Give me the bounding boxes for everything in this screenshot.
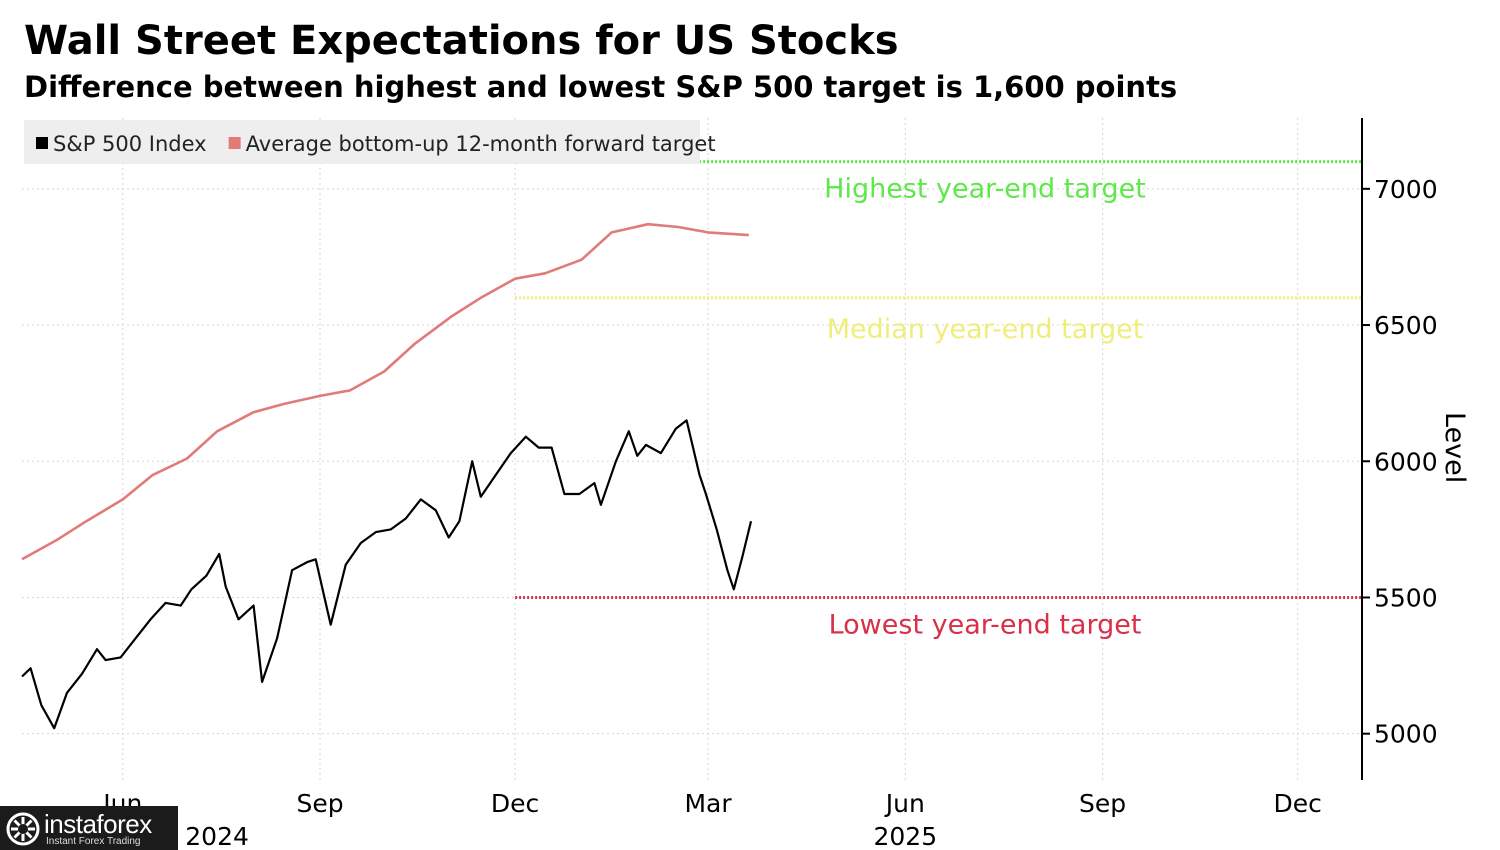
instaforex-logo-icon <box>6 812 40 846</box>
legend-swatch <box>228 137 241 149</box>
legend: S&P 500 Index Average bottom-up 12-month … <box>24 120 716 164</box>
y-tick-label: 6000 <box>1374 447 1438 476</box>
year-label: 2024 <box>185 822 249 850</box>
logo-name: instaforex <box>44 809 152 839</box>
x-tick-label: Sep <box>296 789 343 818</box>
legend-box <box>24 120 700 164</box>
y-tick-label: 6500 <box>1374 311 1438 340</box>
x-tick-label: Dec <box>491 789 539 818</box>
y-axis-label: Level <box>1439 412 1470 483</box>
x-tick-label: Sep <box>1079 789 1126 818</box>
chart-title: Wall Street Expectations for US Stocks <box>24 18 899 64</box>
x-tick-label: Jun <box>884 789 925 818</box>
x-tick-label: Mar <box>684 789 732 818</box>
gridlines <box>22 118 1362 780</box>
y-axis: 5000 5500 6000 6500 7000 Level <box>1361 118 1470 780</box>
y-tick-label: 5000 <box>1374 720 1438 749</box>
x-tick-label: Dec <box>1273 789 1321 818</box>
reference-lines: Highest year-end target Median year-end t… <box>515 160 1362 640</box>
series-line <box>21 222 749 561</box>
year-label: 2025 <box>874 822 938 850</box>
legend-swatch <box>36 137 48 149</box>
y-tick-label: 5500 <box>1374 583 1438 612</box>
chart-subtitle: Difference between highest and lowest S&… <box>24 70 1178 104</box>
reference-line-label: Lowest year-end target <box>829 609 1142 640</box>
series-lines <box>21 222 753 730</box>
y-tick-label: 7000 <box>1374 175 1438 204</box>
logo-tagline: Instant Forex Trading <box>46 836 141 847</box>
series-line <box>21 419 753 730</box>
legend-label: Average bottom-up 12-month forward targe… <box>246 132 716 156</box>
legend-label: S&P 500 Index <box>53 132 207 156</box>
reference-line-label: Median year-end target <box>827 314 1144 345</box>
instaforex-logo: instaforex Instant Forex Trading <box>0 806 178 850</box>
reference-line-label: Highest year-end target <box>824 174 1146 205</box>
